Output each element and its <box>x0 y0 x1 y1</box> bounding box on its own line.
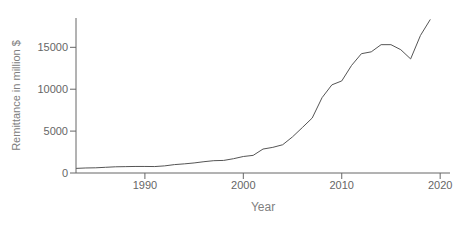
svg-text:15000: 15000 <box>37 41 68 53</box>
svg-text:0: 0 <box>62 167 68 179</box>
svg-text:5000: 5000 <box>44 125 68 137</box>
svg-text:2000: 2000 <box>231 179 255 191</box>
svg-text:2020: 2020 <box>428 179 452 191</box>
svg-text:2010: 2010 <box>329 179 353 191</box>
svg-text:1990: 1990 <box>133 179 157 191</box>
svg-text:10000: 10000 <box>37 83 68 95</box>
svg-text:Remittance in million $: Remittance in million $ <box>10 40 22 151</box>
svg-text:Year: Year <box>251 200 275 214</box>
